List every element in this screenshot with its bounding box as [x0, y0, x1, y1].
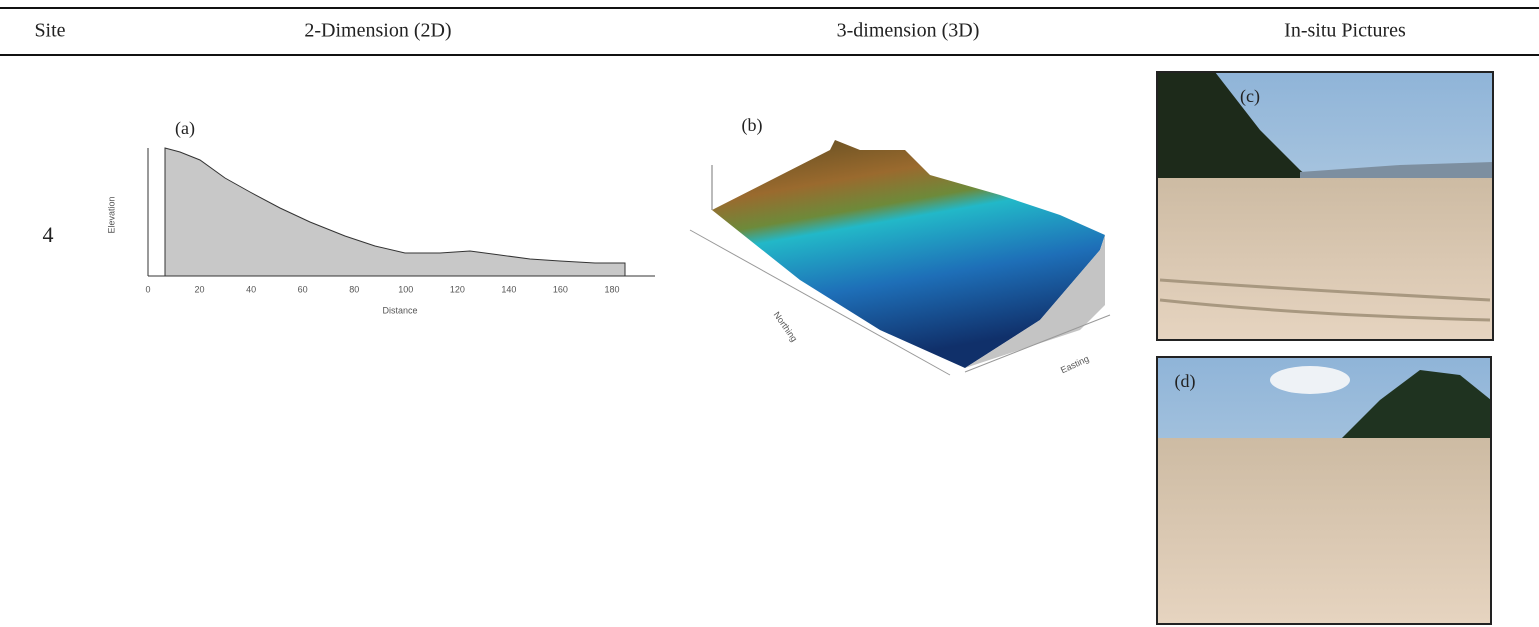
y-axis-label: Northing — [772, 310, 800, 344]
profile-2d: 0 20 40 60 80 100 120 140 160 180 Distance Elevat… — [106, 118, 655, 315]
x-tick-label: 0 — [145, 284, 150, 294]
panel-label: (b) — [742, 115, 763, 136]
x-tick-label: 60 — [298, 284, 308, 294]
photo: (d) — [1156, 356, 1492, 625]
panel-label: (c) — [1240, 86, 1260, 107]
x-tick-label: 20 — [195, 284, 205, 294]
panel-label: (a) — [175, 118, 195, 139]
y-axis-label: Elevation — [106, 196, 116, 233]
surface-3d: Northing Easting (b) — [689, 115, 1111, 376]
x-tick-label: 100 — [398, 284, 413, 294]
x-tick-label: 40 — [246, 284, 256, 294]
site-number: 4 — [43, 222, 54, 247]
x-axis-label: Easting — [1059, 354, 1090, 376]
header-cell: 3-dimension (3D) — [837, 20, 980, 42]
header-cell: 2-Dimension (2D) — [304, 20, 451, 42]
x-tick-label: 180 — [604, 284, 619, 294]
panel-label: (d) — [1175, 371, 1196, 392]
x-tick-label: 160 — [553, 284, 568, 294]
header-cell: In-situ Pictures — [1284, 20, 1406, 42]
x-tick-label: 80 — [349, 284, 359, 294]
x-axis-label: Distance — [382, 305, 417, 315]
x-tick-label: 140 — [501, 284, 516, 294]
header-cell: Site — [34, 20, 65, 42]
x-tick-label: 120 — [450, 284, 465, 294]
photo: (c) — [1156, 71, 1494, 341]
